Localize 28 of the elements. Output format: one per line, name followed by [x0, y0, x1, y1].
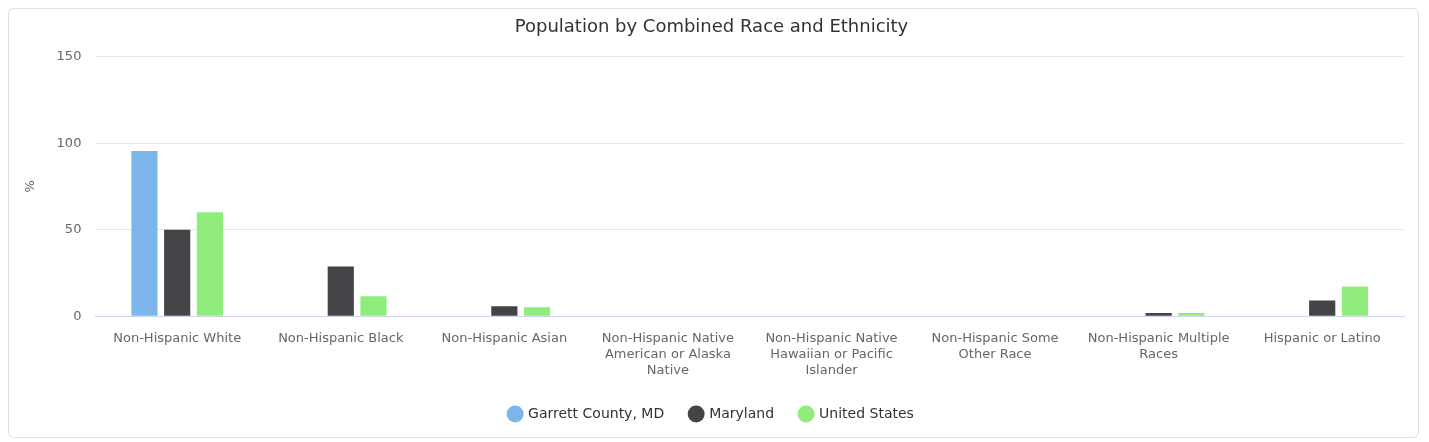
x-tick-label: Non-Hispanic Multiple Races [1087, 330, 1230, 361]
x-tick-label: Non-Hispanic Native American or Alaska Native [601, 330, 735, 377]
bar [327, 266, 354, 316]
bar [164, 229, 191, 316]
legend-label: Maryland [709, 404, 775, 421]
y-tick-label: 150 [56, 47, 82, 63]
y-axis-title: % [22, 180, 38, 193]
y-tick-label: 0 [73, 307, 82, 323]
x-tick-label: Non-Hispanic Black [278, 330, 404, 346]
legend-label: United States [819, 404, 914, 421]
bar [131, 150, 158, 316]
y-tick-label: 100 [56, 134, 82, 150]
chart-title: Population by Combined Race and Ethnicity [514, 15, 909, 37]
y-tick-label: 50 [64, 221, 82, 237]
bar [491, 306, 518, 316]
bar [1341, 286, 1369, 316]
bar [1145, 313, 1172, 316]
bar [360, 296, 387, 316]
legend-label: Garrett County, MD [528, 404, 665, 421]
x-tick-label: Non-Hispanic Asian [441, 330, 568, 346]
x-tick-label: Hispanic or Latino [1263, 330, 1381, 346]
bar [1309, 300, 1336, 316]
x-tick-label: Non-Hispanic White [113, 330, 242, 346]
bar [1178, 313, 1205, 316]
x-tick-label: Non-Hispanic Some Other Race [931, 330, 1059, 361]
bar [196, 212, 223, 316]
x-tick-label: Non-Hispanic Native Hawaiian or Pacific Islander [765, 330, 898, 377]
bar [523, 307, 551, 316]
